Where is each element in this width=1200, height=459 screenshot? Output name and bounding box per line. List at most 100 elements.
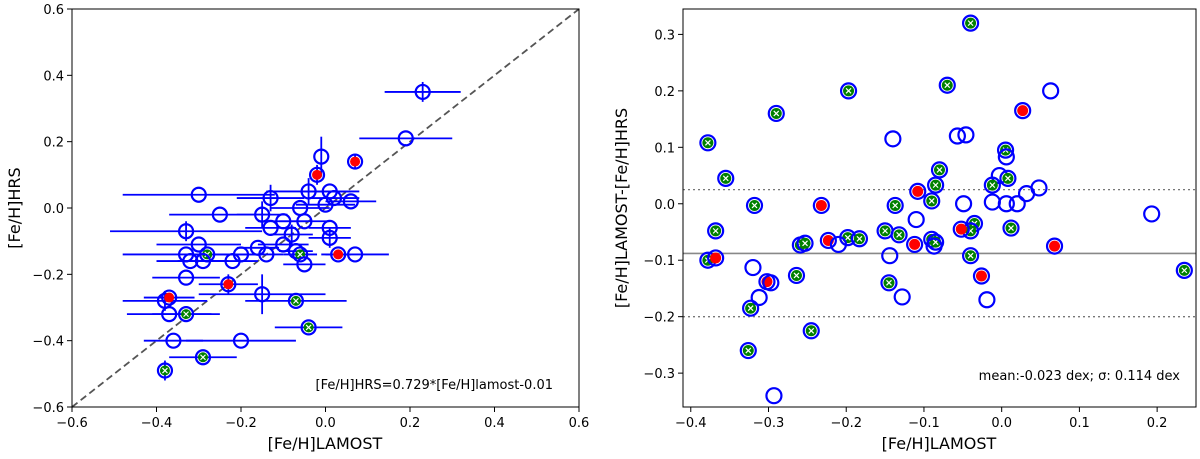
- point-cross: [856, 235, 863, 242]
- red-point-fill: [955, 223, 967, 235]
- point-cross: [297, 251, 304, 258]
- x-tick-label: 0.1: [1069, 416, 1090, 431]
- data-point: [765, 387, 783, 405]
- data-point: [997, 195, 1015, 213]
- data-point: [414, 83, 431, 101]
- point-cross: [844, 234, 851, 241]
- red-point-fill: [909, 238, 921, 250]
- data-point: [880, 274, 898, 292]
- y-tick-label: −0.6: [32, 401, 64, 416]
- data-point: [961, 247, 980, 265]
- data-point: [767, 104, 785, 123]
- data-point: [881, 247, 899, 265]
- data-point: [275, 236, 292, 253]
- data-point: [292, 246, 309, 263]
- data-point: [283, 226, 300, 243]
- data-point: [296, 256, 313, 273]
- red-point-fill: [164, 292, 175, 303]
- red-point-fill: [333, 249, 344, 260]
- data-point: [839, 82, 858, 100]
- data-point: [744, 258, 762, 277]
- right-y-axis-label: [Fe/H]LAMOST-[Fe/H]HRS: [612, 108, 631, 308]
- red-point-fill: [710, 252, 722, 264]
- data-point: [224, 252, 241, 270]
- y-tick-label: −0.2: [32, 268, 64, 283]
- data-point: [182, 252, 199, 270]
- point-cross: [200, 354, 206, 361]
- data-point: [954, 195, 973, 213]
- data-point: [750, 288, 768, 307]
- data-point: [938, 76, 956, 94]
- red-point-fill: [912, 185, 924, 197]
- data-point: [997, 148, 1015, 166]
- data-point: [978, 291, 996, 309]
- right-annotation: mean:-0.023 dex; σ: 0.114 dex: [979, 369, 1181, 384]
- data-point: [254, 206, 271, 223]
- point-cross: [305, 324, 312, 331]
- right-x-axis-label: [Fe/H]LAMOST: [882, 434, 997, 453]
- data-point: [1045, 237, 1064, 255]
- data-point: [262, 189, 279, 207]
- data-point: [707, 249, 725, 267]
- point-cross: [886, 279, 892, 286]
- data-point: [906, 235, 924, 254]
- point-cross: [745, 347, 752, 354]
- y-tick-label: 0.1: [654, 141, 675, 156]
- data-point: [850, 230, 869, 248]
- data-point: [909, 182, 927, 200]
- point-cross: [932, 182, 939, 189]
- data-point: [287, 292, 305, 309]
- red-point-fill: [1049, 240, 1061, 252]
- left-y-axis-label: [Fe/H]HRS: [5, 167, 24, 248]
- data-point: [342, 193, 359, 210]
- data-point: [739, 341, 757, 360]
- data-point: [948, 127, 966, 145]
- data-point: [890, 226, 908, 244]
- y-tick-label: −0.3: [643, 367, 675, 382]
- point-cross: [967, 252, 974, 259]
- point-cross: [896, 231, 903, 238]
- data-point: [211, 206, 228, 223]
- data-point: [300, 183, 317, 200]
- x-tick-label: −0.1: [908, 416, 940, 431]
- data-point: [317, 196, 334, 213]
- data-point: [161, 289, 178, 306]
- data-point: [300, 319, 317, 336]
- x-tick-label: −0.4: [141, 416, 173, 431]
- point-cross: [751, 202, 758, 209]
- x-tick-label: 0.4: [484, 416, 505, 431]
- data-point: [321, 229, 338, 246]
- point-cross: [944, 82, 951, 89]
- data-point: [346, 153, 364, 170]
- point-cross: [967, 20, 974, 27]
- data-point: [930, 161, 949, 179]
- data-point: [717, 169, 735, 187]
- data-point: [262, 219, 279, 236]
- data-point: [957, 126, 975, 144]
- data-point: [893, 288, 911, 306]
- point-cross: [882, 227, 889, 234]
- data-point: [194, 252, 212, 270]
- x-tick-label: −0.6: [56, 416, 88, 431]
- data-point: [1175, 261, 1193, 279]
- y-tick-label: 0.6: [43, 3, 64, 18]
- x-tick-label: −0.2: [830, 416, 862, 431]
- point-cross: [1008, 225, 1014, 231]
- x-tick-label: −0.2: [225, 416, 257, 431]
- data-point: [313, 148, 330, 165]
- point-cross: [1181, 267, 1188, 274]
- red-point-fill: [975, 270, 987, 282]
- data-point: [190, 186, 207, 203]
- data-point: [884, 130, 902, 148]
- data-point: [972, 267, 991, 285]
- data-point: [819, 231, 837, 250]
- point-cross: [845, 87, 852, 94]
- x-tick-label: 0.2: [400, 416, 421, 431]
- data-point: [346, 246, 364, 263]
- data-point: [961, 14, 980, 32]
- data-point: [190, 236, 207, 253]
- data-point: [886, 196, 904, 215]
- data-point: [925, 237, 943, 255]
- data-point: [1143, 205, 1161, 223]
